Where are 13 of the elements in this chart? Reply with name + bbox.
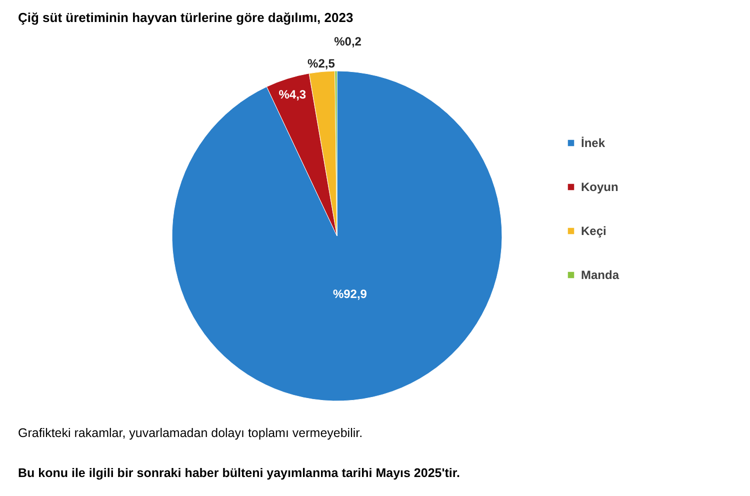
chart-title: Çiğ süt üretiminin hayvan türlerine göre dağılımı, 2023 <box>18 10 354 25</box>
data-label: %0,2 <box>334 34 362 48</box>
pie-slice <box>172 70 502 402</box>
legend-label: İnek <box>581 136 606 150</box>
text: Grafikteki rakamlar, yuvarlamadan dolayı toplamı vermeyebilir. <box>18 426 363 440</box>
legend-label: Manda <box>581 268 620 282</box>
legend-label: Koyun <box>581 180 618 194</box>
pie-slice <box>266 73 338 236</box>
legend-label: Keçi <box>581 224 606 238</box>
data-label: %4,3 <box>278 87 306 102</box>
data-label: %2,5 <box>308 56 336 70</box>
data-label: %92,9 <box>332 286 368 301</box>
text: Bu konu ile ilgili bir sonraki haber bülteni yayımlanma tarihi Mayıs 2025'tir. <box>18 466 460 480</box>
